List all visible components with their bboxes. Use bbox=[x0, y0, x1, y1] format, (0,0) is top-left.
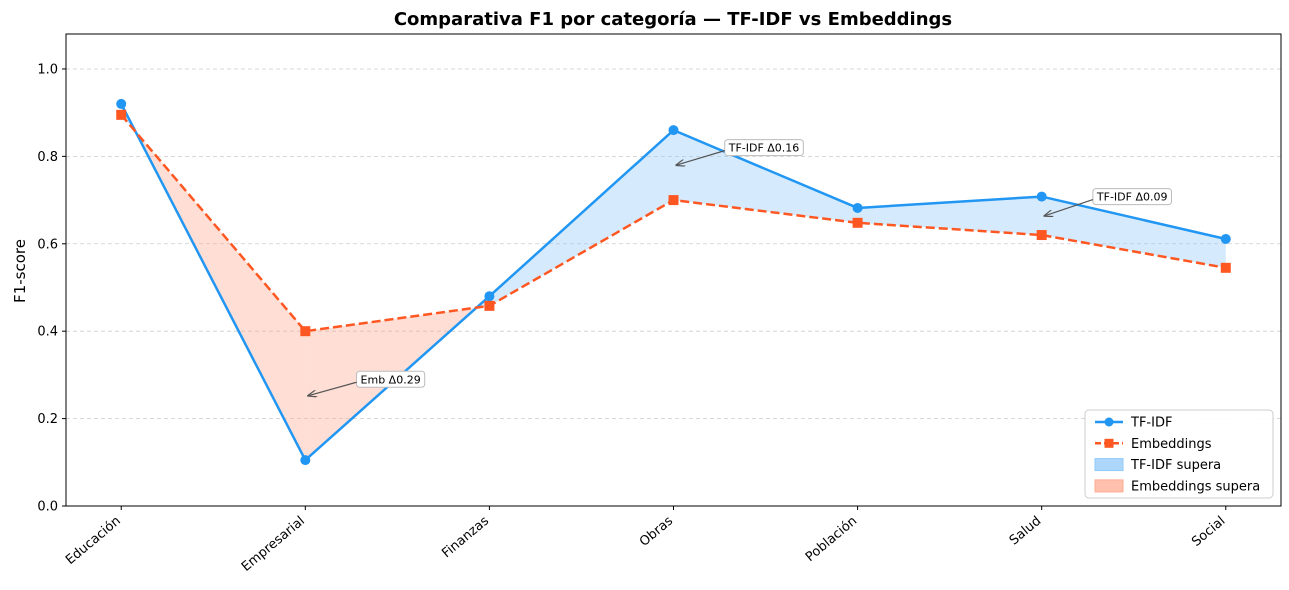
y-tick-label: 0.4 bbox=[37, 325, 58, 340]
data-point bbox=[300, 326, 311, 337]
legend-patch bbox=[1094, 479, 1124, 493]
legend-box bbox=[1084, 409, 1274, 499]
x-tick-label: Finanzas bbox=[439, 513, 492, 561]
legend-marker bbox=[1104, 438, 1114, 448]
legend-label: TF-IDF bbox=[1130, 416, 1172, 431]
data-point bbox=[668, 125, 679, 136]
fill-tfidf-supera bbox=[489, 130, 674, 306]
fill-tfidf-supera bbox=[1041, 196, 1226, 268]
annotations: Emb Δ0.29 TF-IDF Δ0.16 TF-IDF Δ0.09 bbox=[308, 139, 1172, 396]
annotation-arrow bbox=[1045, 199, 1094, 216]
y-tick-label: 0.8 bbox=[37, 150, 58, 165]
x-tick-label: Empresarial bbox=[239, 514, 308, 575]
series-markers bbox=[116, 98, 1231, 466]
data-point bbox=[116, 98, 127, 109]
legend-label: TF-IDF supera bbox=[1130, 458, 1221, 473]
legend-label: Embeddings supera bbox=[1131, 479, 1260, 494]
x-tick-label: Educación bbox=[63, 514, 124, 568]
data-point bbox=[852, 217, 863, 228]
legend-label: Embeddings bbox=[1131, 437, 1212, 452]
y-tick-label: 0.2 bbox=[37, 412, 58, 427]
annotation-text: Emb Δ0.29 bbox=[361, 373, 421, 386]
data-point bbox=[484, 300, 495, 311]
data-point bbox=[116, 109, 127, 120]
data-point bbox=[1036, 191, 1047, 202]
data-point bbox=[484, 291, 495, 302]
data-point bbox=[852, 202, 863, 213]
legend-marker bbox=[1104, 417, 1114, 427]
x-tick-label: Obras bbox=[637, 513, 676, 549]
fill-tfidf-supera bbox=[673, 130, 858, 223]
legend-patch bbox=[1094, 458, 1124, 472]
legend: TF-IDF Embeddings TF-IDF supera Embeddings … bbox=[1084, 409, 1274, 499]
annotation-text: TF-IDF Δ0.09 bbox=[1096, 191, 1168, 204]
y-tick-label: 0.0 bbox=[37, 500, 58, 515]
annotation-arrow bbox=[677, 150, 725, 165]
annotation-text: TF-IDF Δ0.16 bbox=[728, 142, 800, 155]
x-tick-label: Población bbox=[803, 514, 860, 565]
x-tick-label: Social bbox=[1189, 514, 1228, 550]
y-tick-label: 1.0 bbox=[37, 62, 58, 77]
data-point bbox=[1220, 233, 1231, 244]
data-point bbox=[300, 455, 311, 466]
data-point bbox=[1220, 262, 1231, 273]
annotation-arrow bbox=[308, 381, 357, 395]
y-tick-label: 0.6 bbox=[37, 237, 58, 252]
fill-areas bbox=[121, 103, 1226, 461]
annotation-box bbox=[1092, 188, 1172, 206]
annotation-box bbox=[724, 139, 804, 157]
y-axis-label: F1-score bbox=[11, 239, 29, 303]
data-point bbox=[1036, 230, 1047, 241]
chart-title: Comparativa F1 por categoría — TF-IDF vs… bbox=[394, 9, 952, 30]
x-tick-label: Salud bbox=[1007, 514, 1044, 549]
annotation-box bbox=[356, 370, 426, 388]
data-point bbox=[668, 195, 679, 206]
